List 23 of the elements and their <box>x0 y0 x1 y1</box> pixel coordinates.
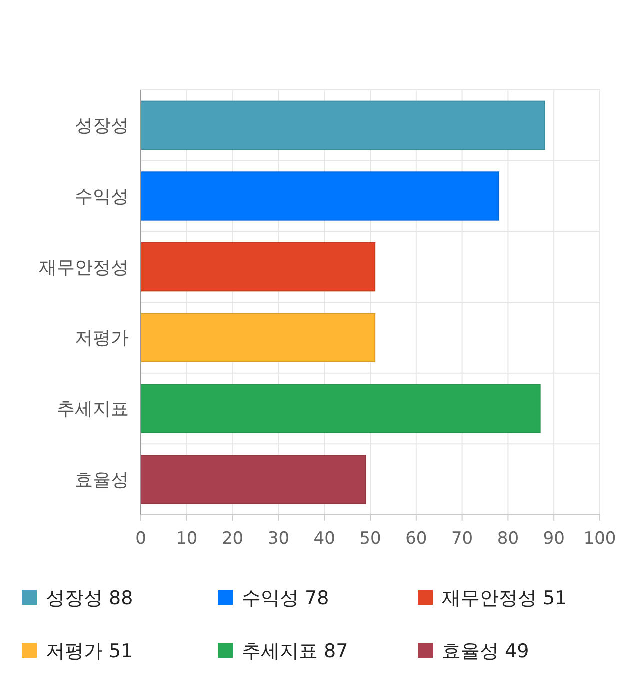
x-tick-label: 20 <box>222 529 244 549</box>
y-tick-label: 효율성 <box>75 470 129 491</box>
x-tick-label: 90 <box>543 529 565 549</box>
y-tick-label: 재무안정성 <box>39 257 129 278</box>
y-tick-label: 성장성 <box>75 116 129 137</box>
legend-label: 효율성 49 <box>442 640 530 663</box>
x-tick-label: 30 <box>268 529 290 549</box>
x-tick-label: 100 <box>584 529 616 549</box>
x-tick-label: 80 <box>497 529 520 549</box>
legend-label: 저평가 51 <box>46 640 134 663</box>
x-tick-label: 60 <box>406 529 428 549</box>
legend-label: 성장성 88 <box>46 588 134 610</box>
y-tick-label: 수익성 <box>75 186 129 208</box>
legend-label: 수익성 78 <box>242 588 330 610</box>
x-tick-label: 10 <box>176 529 198 549</box>
y-tick-label: 저평가 <box>75 328 129 350</box>
y-tick-label: 추세지표 <box>57 399 129 420</box>
x-tick-label: 50 <box>360 529 382 549</box>
x-tick-label: 0 <box>136 529 146 549</box>
x-tick-label: 70 <box>451 529 474 549</box>
x-tick-label: 40 <box>314 529 336 549</box>
legend-label: 재무안정성 51 <box>442 588 568 610</box>
legend-label: 추세지표 87 <box>242 640 348 663</box>
